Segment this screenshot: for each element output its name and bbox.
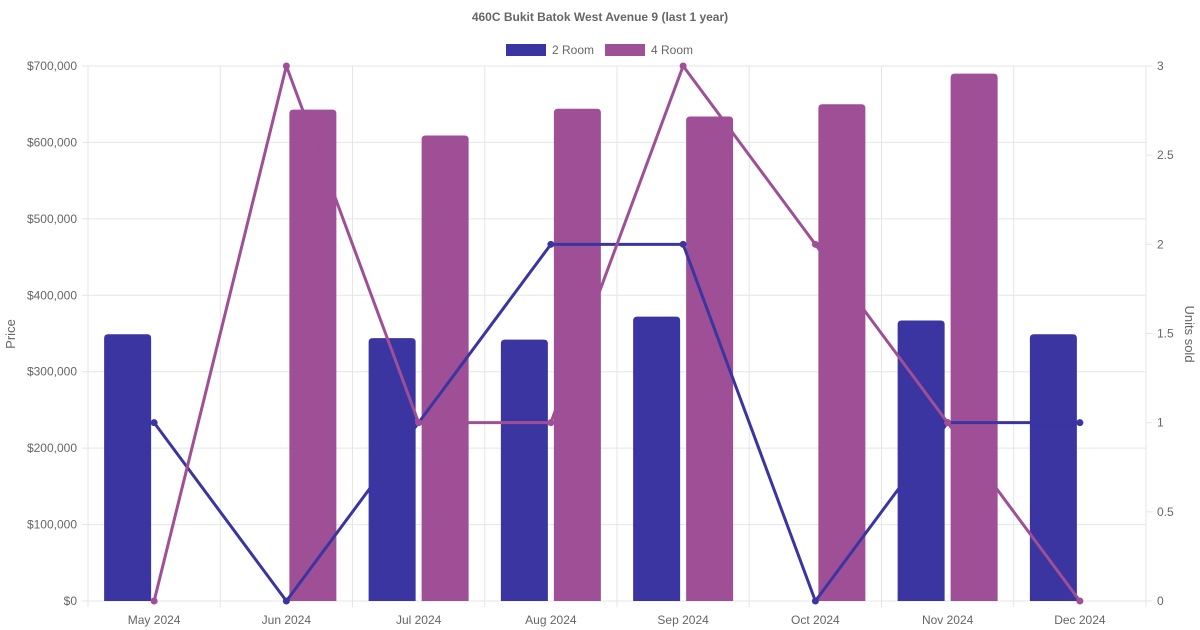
x-tick-label: May 2024	[128, 613, 181, 627]
y2-tick-label: 1.5	[1157, 327, 1174, 341]
y2-tick-label: 2	[1157, 237, 1164, 251]
legend-swatch-2-room	[506, 44, 546, 56]
bar-2-room	[500, 339, 548, 601]
x-axis: May 2024 Jun 2024 Jul 2024 Aug 2024 Sep 2024…	[128, 613, 1106, 627]
line-4-room	[152, 64, 1082, 602]
y2-tick-label: 2.5	[1157, 148, 1174, 162]
x-tick-label: Jun 2024	[262, 613, 312, 627]
bar-4-room	[950, 73, 998, 601]
x-tick-label: Sep 2024	[657, 613, 709, 627]
y-axis-title: Price	[3, 319, 18, 349]
gridlines	[87, 65, 1147, 607]
x-tick-label: Jul 2024	[396, 613, 442, 627]
y2-tick-label: 0	[1157, 594, 1164, 608]
line-series	[150, 62, 1084, 605]
bar-series	[104, 73, 1077, 602]
y-tick-label: $0	[64, 594, 78, 608]
bar-4-room	[421, 135, 469, 602]
point-4-room	[679, 62, 687, 70]
x-tick-label: Oct 2024	[791, 613, 840, 627]
point-2-room	[150, 419, 158, 427]
point-4-room	[811, 240, 819, 248]
point-4-room	[944, 419, 952, 427]
y2-tick-label: 0.5	[1157, 505, 1174, 519]
y2-axis-title: Units sold	[1182, 305, 1197, 362]
point-4-room	[1076, 597, 1084, 605]
point-2-room	[547, 240, 555, 248]
point-2-room	[811, 597, 819, 605]
point-4-room	[547, 419, 555, 427]
y-tick-label: $400,000	[27, 288, 77, 302]
bar-4-room	[289, 109, 337, 602]
bar-2-room	[1029, 334, 1077, 601]
legend-swatch-4-room	[605, 44, 645, 56]
chart-title: 460C Bukit Batok West Avenue 9 (last 1 y…	[472, 10, 728, 24]
y-axis-left: $0 $100,000 $200,000 $300,000 $400,000 $500,0…	[27, 59, 88, 608]
legend-label-4-room: 4 Room	[651, 43, 693, 57]
bar-2-room	[104, 334, 152, 601]
y-tick-label: $100,000	[27, 518, 77, 532]
legend-label-2-room: 2 Room	[552, 43, 594, 57]
point-2-room	[282, 597, 290, 605]
point-4-room	[282, 62, 290, 70]
point-4-room	[150, 597, 158, 605]
bar-4-room	[818, 104, 866, 601]
y2-tick-label: 1	[1157, 416, 1164, 430]
x-tick-label: Nov 2024	[922, 613, 974, 627]
point-2-room	[679, 240, 687, 248]
y-tick-label: $500,000	[27, 212, 77, 226]
x-tick-label: Aug 2024	[525, 613, 577, 627]
point-4-room	[415, 419, 423, 427]
y-tick-label: $300,000	[27, 365, 77, 379]
y-tick-label: $600,000	[27, 135, 77, 149]
point-2-room	[1076, 419, 1084, 427]
y2-tick-label: 3	[1157, 59, 1164, 73]
x-tick-label: Dec 2024	[1054, 613, 1106, 627]
bar-2-room	[633, 316, 681, 601]
bar-2-room	[368, 338, 416, 601]
y-tick-label: $200,000	[27, 441, 77, 455]
bar-4-room	[686, 116, 734, 601]
y-tick-label: $700,000	[27, 59, 77, 73]
y-axis-right: 0 0.5 1 1.5 2 2.5 3	[1146, 59, 1174, 608]
legend: 2 Room 4 Room	[506, 43, 693, 57]
